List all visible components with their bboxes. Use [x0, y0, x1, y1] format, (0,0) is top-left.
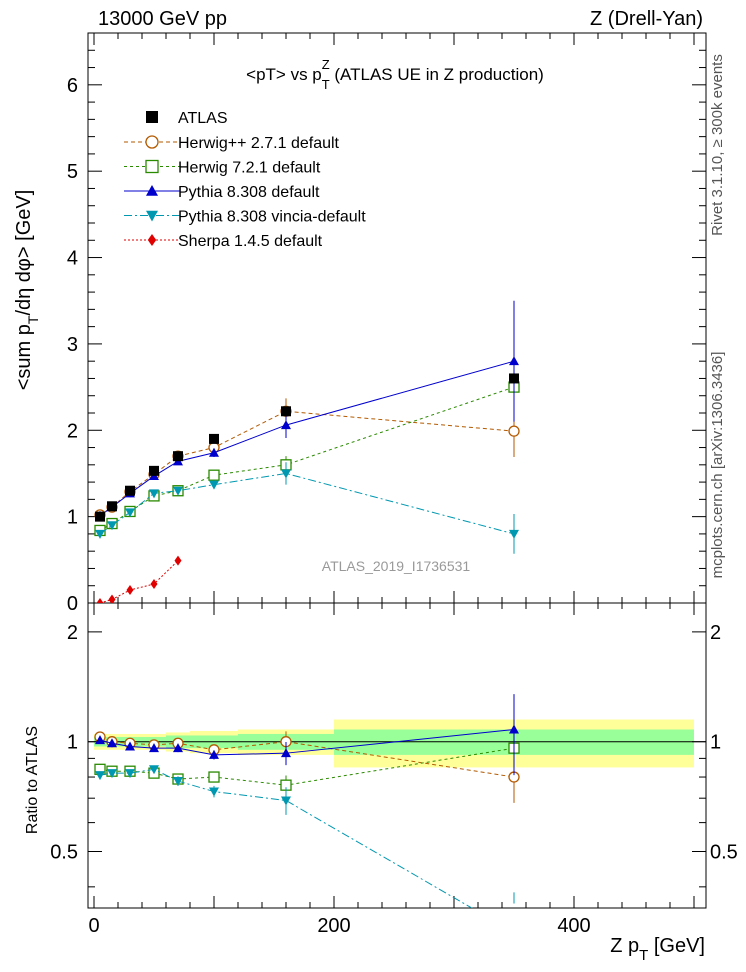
y-axis-label: <sum pT/dη dφ> [GeV]	[13, 190, 41, 391]
ratio-tick-label-right: 0.5	[710, 841, 738, 863]
y-tick-label: 2	[67, 420, 78, 442]
atlas-data-point	[125, 485, 135, 496]
rivet-label: Rivet 3.1.10, ≥ 300k events	[709, 54, 726, 236]
y-tick-label: 1	[67, 507, 78, 529]
legend-label: Herwig 7.2.1 default	[178, 160, 321, 177]
ratio-point	[173, 777, 183, 787]
x-tick-label: 0	[88, 915, 99, 937]
ratio-point	[281, 796, 291, 806]
data-point	[281, 420, 291, 430]
ratio-point	[509, 724, 519, 734]
data-point	[173, 486, 183, 496]
mcplots-label: mcplots.cern.ch [arXiv:1306.3436]	[709, 352, 726, 579]
x-tick-label: 200	[317, 915, 350, 937]
ratio-tick-label-left: 2	[67, 622, 78, 644]
series-line	[99, 386, 515, 531]
header-right: Z (Drell-Yan)	[590, 8, 703, 30]
legend-label: Sherpa 1.4.5 default	[178, 233, 323, 250]
atlas-data-point	[149, 465, 159, 476]
header-left: 13000 GeV pp	[98, 8, 227, 30]
ratio-tick-label-right: 1	[710, 732, 721, 754]
atlas-data-point	[209, 433, 219, 444]
legend-marker	[145, 135, 159, 149]
x-axis-label: Z pT [GeV]	[610, 935, 705, 964]
y-tick-label: 4	[67, 248, 78, 270]
legend-label: Pythia 8.308 default	[178, 184, 320, 201]
legend: ATLAS Herwig++ 2.7.1 default Herwig 7.2.1 …	[124, 110, 366, 250]
axis-tick-labels: 0 200 400 0 1 2 3 4 5 6 0.5 0.5 1 1 2 2	[50, 75, 738, 937]
series-line	[99, 410, 515, 516]
data-point	[209, 447, 219, 457]
ratio-point	[281, 748, 291, 758]
legend-label: Pythia 8.308 vincia-default	[178, 209, 366, 226]
data-point	[150, 579, 158, 589]
legend-marker	[146, 210, 158, 222]
atlas-data-point	[281, 406, 291, 417]
ratio-point	[125, 741, 135, 751]
data-point	[174, 555, 182, 566]
data-point	[149, 489, 159, 499]
data-point	[125, 508, 135, 518]
ratio-point	[208, 771, 220, 783]
data-point	[126, 585, 134, 596]
ratio-plot-frame	[87, 602, 707, 909]
watermark: ATLAS_2019_I1736531	[322, 558, 471, 574]
data-point	[281, 469, 291, 479]
atlas-data-point	[107, 501, 117, 512]
data-point	[509, 356, 519, 366]
legend-marker	[145, 159, 159, 174]
y-tick-label: 0	[67, 593, 78, 615]
ratio-point	[173, 743, 183, 753]
legend-label-atlas: ATLAS	[178, 110, 228, 127]
main-series-layer	[94, 300, 520, 603]
data-point	[509, 529, 519, 539]
ratio-series-line	[99, 747, 515, 786]
ratio-tick-label-left: 1	[67, 732, 78, 754]
legend-marker-atlas	[146, 111, 158, 123]
x-tick-label: 400	[557, 915, 590, 937]
y-tick-label: 6	[67, 75, 78, 97]
data-point	[108, 594, 116, 603]
ratio-axis-label: Ratio to ATLAS	[24, 726, 41, 834]
ratio-series-layer	[94, 694, 520, 937]
legend-marker	[147, 234, 157, 246]
legend-label: Herwig++ 2.7.1 default	[178, 135, 340, 152]
ratio-tick-label-left: 0.5	[50, 841, 78, 863]
y-tick-label: 3	[67, 334, 78, 356]
ratio-point	[107, 738, 117, 748]
ratio-point	[509, 928, 519, 937]
data-point	[96, 598, 104, 603]
atlas-data-point	[509, 373, 519, 384]
y-tick-label: 5	[67, 161, 78, 183]
atlas-data-point	[95, 511, 105, 522]
ratio-tick-label-right: 2	[710, 622, 721, 644]
ratio-point	[209, 749, 219, 759]
ratio-series-line	[99, 768, 473, 908]
data-point	[208, 469, 220, 481]
ratio-point	[107, 769, 117, 779]
atlas-data-point	[173, 451, 183, 462]
data-point	[209, 480, 219, 490]
ratio-point	[149, 765, 159, 775]
data-point	[107, 521, 117, 531]
ratio-point	[209, 787, 219, 797]
data-point	[508, 425, 520, 437]
legend-marker	[146, 185, 158, 196]
chart-title: <pT> vs pZ T (ATLAS UE in Z production)	[246, 57, 544, 92]
ratio-point	[95, 735, 105, 745]
data-point	[95, 529, 105, 539]
ratio-point	[125, 769, 135, 779]
ratio-point	[95, 771, 105, 781]
ratio-point	[149, 743, 159, 753]
series-line	[99, 472, 515, 535]
